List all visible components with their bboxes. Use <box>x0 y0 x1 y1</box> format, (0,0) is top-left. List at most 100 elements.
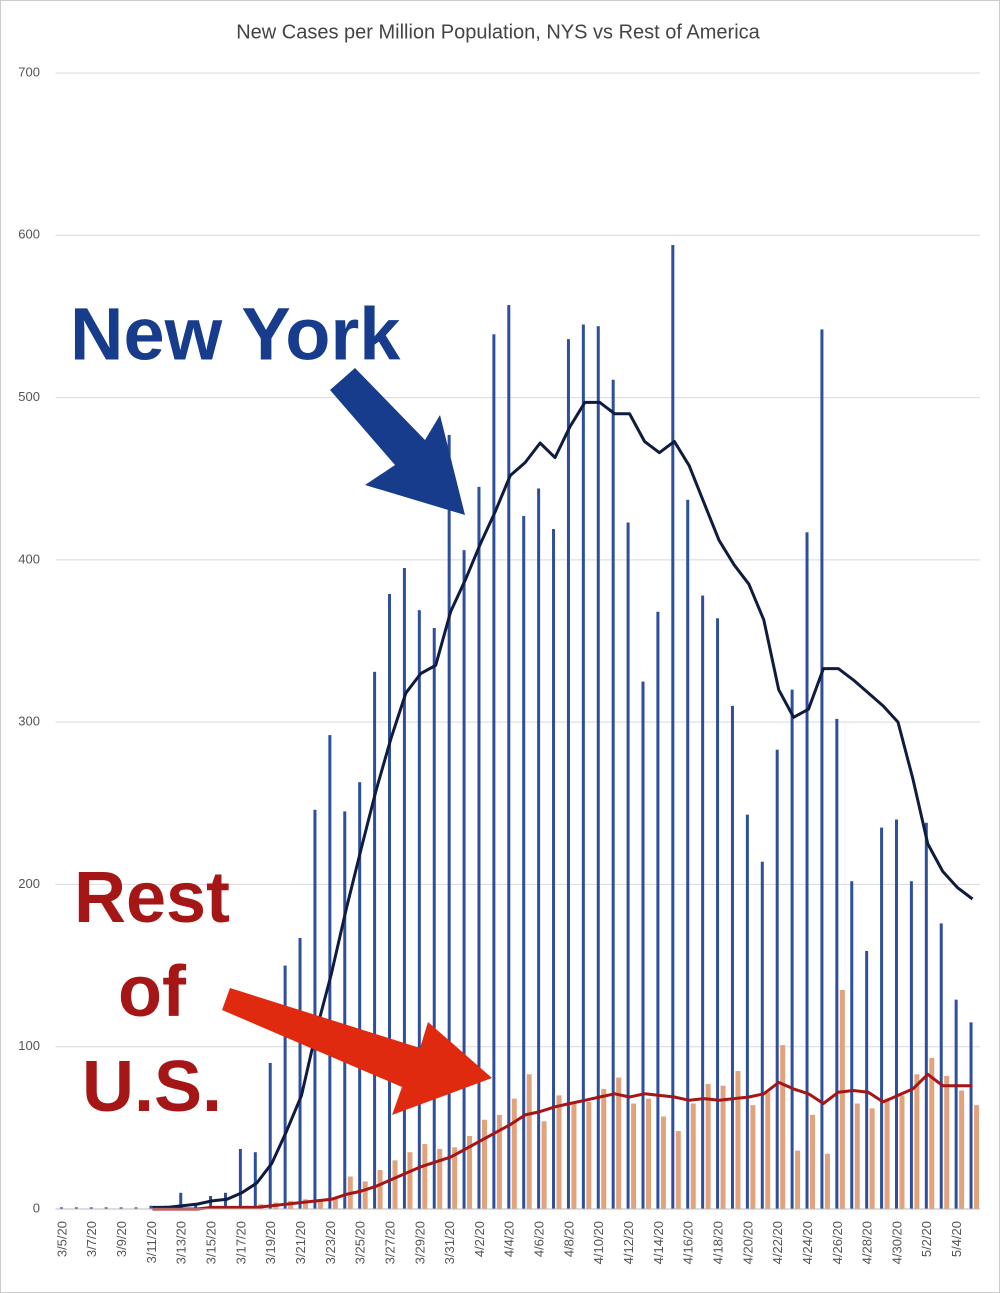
bar <box>362 1181 368 1209</box>
bar <box>496 1114 502 1209</box>
x-tick-label: 3/23/20 <box>323 1221 338 1264</box>
bar <box>313 809 317 1209</box>
bar <box>407 1152 413 1209</box>
line <box>152 400 974 1209</box>
bar <box>104 1207 108 1209</box>
bar <box>641 681 645 1209</box>
line <box>152 1072 973 1211</box>
x-tick-label: 4/18/20 <box>710 1221 725 1264</box>
x-tick-label: 3/17/20 <box>233 1221 248 1264</box>
bar <box>656 611 660 1209</box>
bar <box>332 1197 338 1209</box>
bar <box>765 1092 771 1209</box>
bar <box>377 1170 383 1209</box>
x-tick-label: 4/30/20 <box>889 1221 904 1264</box>
y-tick-label: 100 <box>18 1038 40 1053</box>
arrow <box>330 368 465 515</box>
bar <box>701 595 705 1209</box>
bar <box>601 1088 607 1209</box>
bar <box>452 1147 458 1209</box>
bar <box>417 610 421 1209</box>
annotation: Rest <box>74 858 230 938</box>
bar <box>686 499 690 1210</box>
y-tick-label: 400 <box>18 551 40 566</box>
y-tick-label: 300 <box>18 714 40 729</box>
bar <box>750 1105 756 1209</box>
bar <box>899 1095 905 1209</box>
bar <box>556 1095 562 1209</box>
bar <box>526 1074 532 1209</box>
x-tick-label: 3/13/20 <box>174 1221 189 1264</box>
y-tick-label: 500 <box>18 389 40 404</box>
x-tick-label: 3/9/20 <box>114 1221 129 1257</box>
plot: 0 100 200 300 400 500 600 700 3/5/20 3/7/20 3/9/20… <box>18 64 980 1264</box>
bar <box>626 522 630 1209</box>
bar <box>850 881 854 1209</box>
bar <box>388 593 392 1209</box>
bar <box>522 516 526 1209</box>
bar <box>507 305 511 1209</box>
x-tick-label: 4/28/20 <box>860 1221 875 1264</box>
bar <box>586 1101 592 1209</box>
annotation: U.S. <box>82 1047 222 1127</box>
x-tick-label: 4/12/20 <box>621 1221 636 1264</box>
bar <box>358 782 362 1209</box>
bar <box>303 1199 309 1209</box>
x-tick-label: 4/16/20 <box>681 1221 696 1264</box>
bar <box>730 705 734 1209</box>
bar <box>880 827 884 1209</box>
x-tick-label: 3/19/20 <box>263 1221 278 1264</box>
bar <box>924 822 928 1209</box>
bar <box>929 1058 935 1209</box>
bar <box>616 1077 622 1209</box>
y-tick-label: 200 <box>18 876 40 891</box>
bar <box>974 1105 980 1209</box>
bar <box>810 1114 816 1209</box>
bar <box>690 1103 696 1209</box>
bar <box>392 1160 398 1209</box>
x-tick-label: 4/8/20 <box>561 1221 576 1257</box>
bar <box>194 1204 198 1209</box>
y-tick-label: 700 <box>18 64 40 79</box>
x-tick-label: 3/15/20 <box>204 1221 219 1264</box>
bar <box>268 1062 272 1209</box>
bar <box>571 1103 577 1209</box>
x-tick-label: 4/26/20 <box>830 1221 845 1264</box>
bar <box>298 937 302 1209</box>
bar <box>959 1090 965 1209</box>
x-tick-label: 5/4/20 <box>949 1221 964 1257</box>
x-tick-label: 3/31/20 <box>442 1221 457 1264</box>
bar <box>969 1022 973 1209</box>
y-tick-label: 600 <box>18 227 40 242</box>
x-tick-label: 3/7/20 <box>84 1221 99 1257</box>
bar <box>760 861 764 1209</box>
bar <box>552 529 556 1209</box>
bar <box>884 1098 890 1209</box>
bar <box>402 567 406 1209</box>
x-tick-label: 4/22/20 <box>770 1221 785 1264</box>
x-tick-label: 4/24/20 <box>800 1221 815 1264</box>
bar <box>179 1192 183 1209</box>
bar <box>566 339 570 1209</box>
y-tick-label: 0 <box>33 1200 40 1215</box>
bar <box>675 1131 681 1209</box>
bar <box>869 1108 875 1209</box>
bar <box>720 1085 726 1209</box>
x-tick-label: 4/2/20 <box>472 1221 487 1257</box>
bar <box>820 329 824 1209</box>
bar <box>611 379 615 1210</box>
bar <box>492 334 496 1209</box>
bar <box>343 811 347 1209</box>
bar <box>824 1153 830 1209</box>
bar <box>909 881 913 1209</box>
bar <box>462 550 466 1209</box>
annotation: of <box>118 952 187 1032</box>
bar <box>447 434 451 1209</box>
bar <box>775 749 779 1209</box>
bar <box>467 1135 473 1209</box>
x-tick-label: 3/21/20 <box>293 1221 308 1264</box>
bar <box>437 1148 443 1209</box>
bar <box>328 735 332 1209</box>
